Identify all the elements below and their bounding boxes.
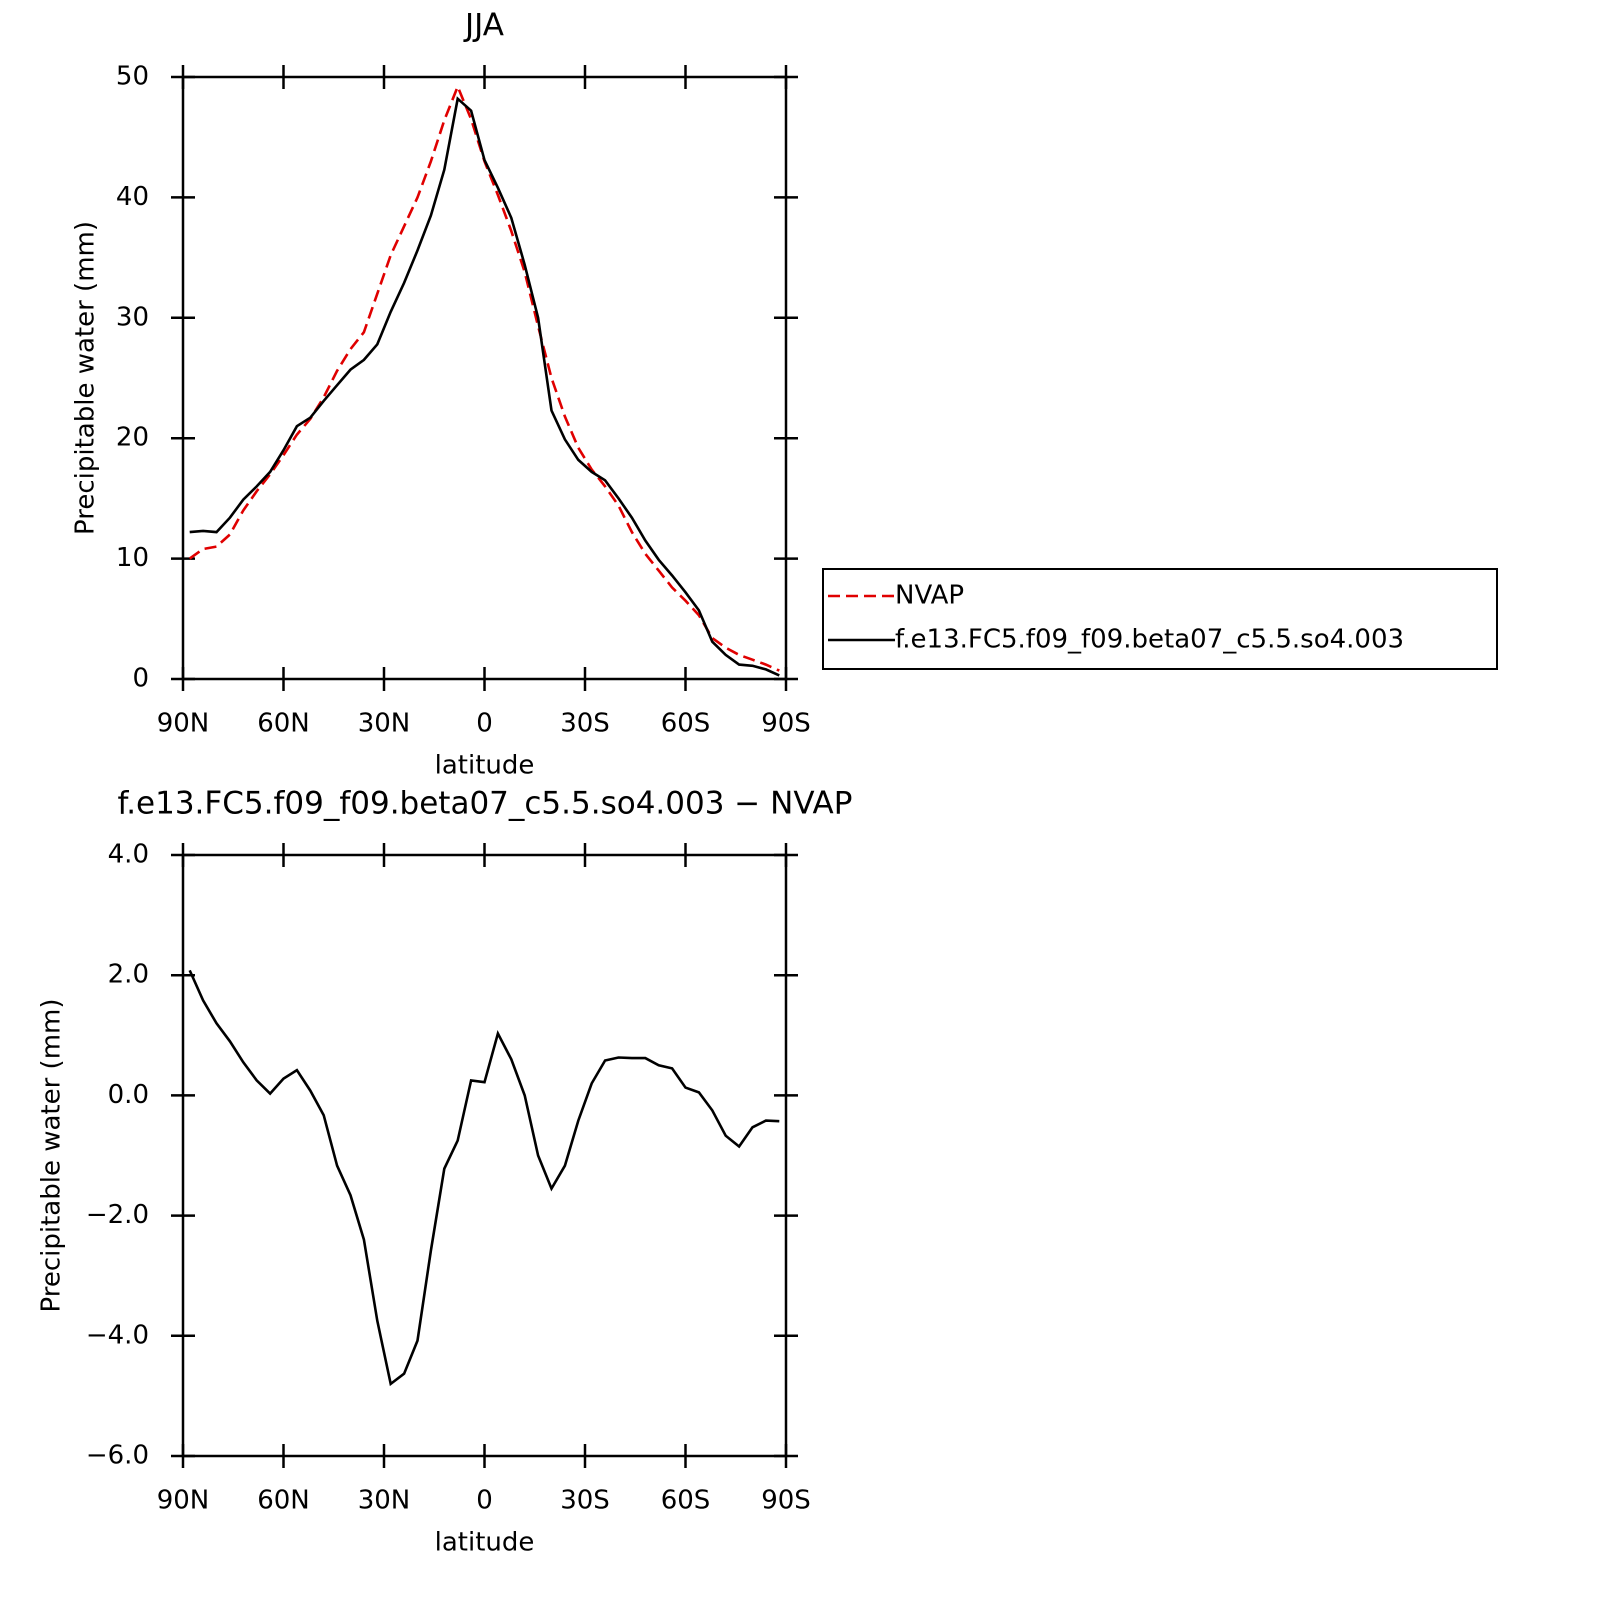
x-tick-label: 0 <box>476 1486 493 1516</box>
y-tick-label: 30 <box>116 302 149 332</box>
y-tick-label: 50 <box>116 62 149 92</box>
plot-frame <box>181 75 788 681</box>
chart-title: JJA <box>463 8 504 44</box>
x-tick-label: 90N <box>157 709 210 739</box>
y-tick-label: 0.0 <box>108 1080 149 1110</box>
y-tick-label: −4.0 <box>86 1320 149 1350</box>
y-tick-label: −2.0 <box>86 1200 149 1230</box>
y-axis-label: Precipitable water (mm) <box>71 221 101 535</box>
y-tick-label: 20 <box>116 423 149 453</box>
x-tick-label: 90S <box>761 709 811 739</box>
y-axis-label: Precipitable water (mm) <box>37 999 67 1313</box>
x-tick-label: 60N <box>257 1486 310 1516</box>
data-line <box>188 83 780 672</box>
chart-title: f.e13.FC5.f09_f09.beta07_c5.5.so4.003 − … <box>118 786 853 822</box>
x-tick-label: 30S <box>560 1486 610 1516</box>
x-tick-label: 30N <box>358 709 411 739</box>
x-tick-label: 60S <box>661 1486 711 1516</box>
x-tick-label: 0 <box>476 709 493 739</box>
x-tick-label: 60S <box>661 709 711 739</box>
x-tick-label: 90N <box>157 1486 210 1516</box>
x-axis-label: latitude <box>435 1528 535 1558</box>
data-line <box>188 969 780 1387</box>
y-tick-label: −6.0 <box>86 1441 149 1471</box>
y-tick-label: 4.0 <box>108 840 149 870</box>
x-tick-label: 90S <box>761 1486 811 1516</box>
x-tick-label: 60N <box>257 709 310 739</box>
legend-label: f.e13.FC5.f09_f09.beta07_c5.5.so4.003 <box>895 625 1404 655</box>
x-tick-label: 30S <box>560 709 610 739</box>
y-tick-label: 0 <box>132 664 149 694</box>
x-axis-label: latitude <box>435 751 535 781</box>
plot-frame <box>181 853 788 1458</box>
data-line <box>189 96 780 677</box>
y-tick-label: 2.0 <box>108 960 149 990</box>
legend-label: NVAP <box>895 581 964 611</box>
y-tick-label: 10 <box>116 543 149 573</box>
legend-box <box>822 568 1498 670</box>
y-tick-label: 40 <box>116 182 149 212</box>
x-tick-label: 30N <box>358 1486 411 1516</box>
